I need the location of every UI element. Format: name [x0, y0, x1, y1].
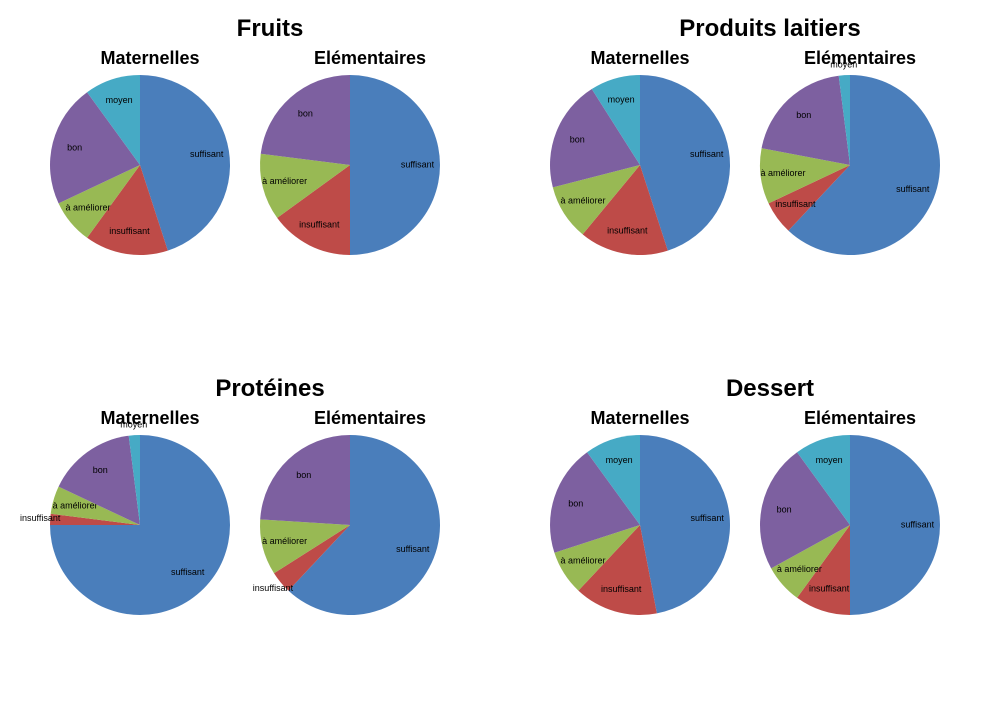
slice-label-suffisant: suffisant	[401, 159, 435, 169]
slice-label-à-améliorer: à améliorer	[777, 564, 822, 574]
slice-label-insuffisant: insuffisant	[775, 199, 816, 209]
slice-label-bon: bon	[570, 135, 585, 145]
slice-label-moyen: moyen	[830, 60, 857, 70]
slice-label-moyen: moyen	[120, 420, 147, 430]
slice-label-moyen: moyen	[106, 95, 133, 105]
slice-label-suffisant: suffisant	[901, 519, 935, 529]
slice-label-suffisant: suffisant	[171, 567, 205, 577]
slice-bon	[261, 75, 350, 165]
slice-label-suffisant: suffisant	[690, 149, 724, 159]
slice-label-insuffisant: insuffisant	[607, 226, 648, 236]
slice-label-à-améliorer: à améliorer	[560, 556, 605, 566]
pie-dessert-maternelles: suffisant insuffisant à améliorer bon moyen	[520, 405, 760, 645]
slice-label-à-améliorer: à améliorer	[560, 196, 605, 206]
slice-suffisant	[640, 435, 730, 613]
slice-label-à-améliorer: à améliorer	[262, 536, 307, 546]
slice-label-moyen: moyen	[608, 95, 635, 105]
pie-proteines-maternelles: suffisant insuffisant à améliorer bon moyen	[20, 405, 260, 645]
slice-label-suffisant: suffisant	[896, 184, 930, 194]
slice-label-bon: bon	[93, 465, 108, 475]
group-title-dessert: Dessert	[690, 375, 850, 403]
slice-label-bon: bon	[298, 109, 313, 119]
group-title-laitiers: Produits laitiers	[640, 15, 900, 43]
pie-fruits-elementaires: suffisant insuffisant à améliorer bon	[230, 45, 470, 285]
pie-dessert-elementaires: suffisant insuffisant à améliorer bon moyen	[730, 405, 970, 645]
slice-label-insuffisant: insuffisant	[809, 584, 850, 594]
slice-label-à-améliorer: à améliorer	[65, 202, 110, 212]
slice-label-insuffisant: insuffisant	[299, 220, 340, 230]
slice-label-bon: bon	[777, 505, 792, 515]
pie-laitiers-elementaires: suffisant insuffisant à améliorer bon moyen	[730, 45, 970, 285]
pie-laitiers-maternelles: suffisant insuffisant à améliorer bon moyen	[520, 45, 760, 285]
slice-label-moyen: moyen	[816, 455, 843, 465]
slice-label-à-améliorer: à améliorer	[761, 168, 806, 178]
slice-label-insuffisant: insuffisant	[20, 513, 61, 523]
slice-label-à-améliorer: à améliorer	[262, 176, 307, 186]
slice-label-insuffisant: insuffisant	[109, 226, 150, 236]
slice-label-bon: bon	[67, 143, 82, 153]
pie-proteines-elementaires: suffisant insuffisant à améliorer bon	[230, 405, 470, 645]
slice-label-suffisant: suffisant	[691, 513, 725, 523]
slice-label-insuffisant: insuffisant	[601, 584, 642, 594]
slice-label-à-améliorer: à améliorer	[53, 501, 98, 511]
slice-label-insuffisant: insuffisant	[253, 583, 294, 593]
slice-label-suffisant: suffisant	[190, 149, 224, 159]
slice-label-suffisant: suffisant	[396, 544, 430, 554]
slice-label-bon: bon	[796, 110, 811, 120]
slice-label-bon: bon	[296, 470, 311, 480]
group-title-proteines: Protéines	[190, 375, 350, 403]
pie-fruits-maternelles: suffisant insuffisant à améliorer bon moyen	[20, 45, 260, 285]
slice-label-moyen: moyen	[606, 455, 633, 465]
slice-label-bon: bon	[568, 499, 583, 509]
group-title-fruits: Fruits	[210, 15, 330, 43]
